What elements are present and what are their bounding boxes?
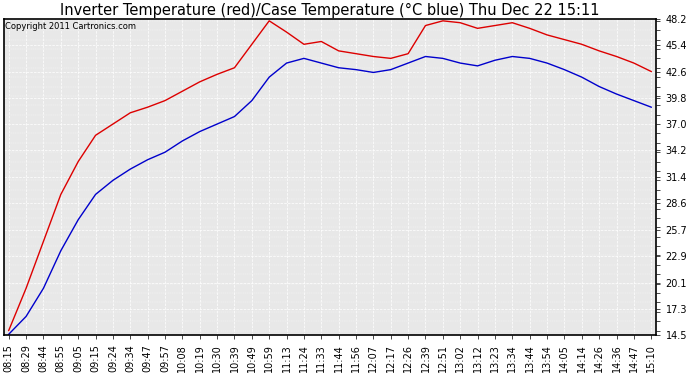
Title: Inverter Temperature (red)/Case Temperature (°C blue) Thu Dec 22 15:11: Inverter Temperature (red)/Case Temperat…	[60, 3, 600, 18]
Text: Copyright 2011 Cartronics.com: Copyright 2011 Cartronics.com	[6, 22, 137, 31]
